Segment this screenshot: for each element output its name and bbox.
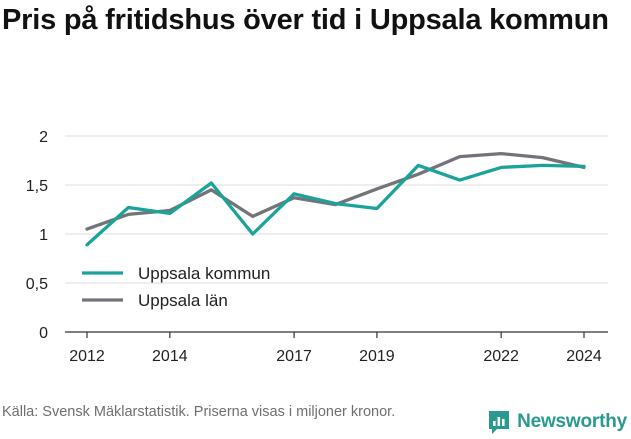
y-tick-label-0: 0 <box>39 325 48 342</box>
newsworthy-logo-icon <box>489 411 510 434</box>
series-line-1 <box>85 151 586 231</box>
source-note: Källa: Svensk Mäklarstatistik. Priserna … <box>2 404 396 420</box>
series-line-0 <box>85 163 586 247</box>
x-tick-label-0: 2012 <box>69 348 105 365</box>
x-tick-label-5: 2024 <box>566 348 602 365</box>
grid-lines <box>65 135 608 284</box>
axes: 0 0,5 1 1,5 2 2012 2014 2017 2019 2022 2024 <box>26 129 608 365</box>
brand-name: Newsworthy <box>517 411 627 432</box>
y-tick-label-2: 1 <box>39 227 48 244</box>
y-tick-label-4: 2 <box>39 129 48 146</box>
legend-label-0: Uppsala kommun <box>138 264 270 283</box>
legend: Uppsala kommun Uppsala län <box>82 264 270 310</box>
x-tick-label-4: 2022 <box>483 348 519 365</box>
x-tick-label-3: 2019 <box>359 348 395 365</box>
y-tick-label-1: 0,5 <box>26 276 48 293</box>
brand-logo[interactable]: Newsworthy <box>487 407 627 437</box>
x-tick-label-1: 2014 <box>152 348 188 365</box>
line-chart: 0 0,5 1 1,5 2 2012 2014 2017 2019 2022 2024 Uppsal… <box>26 129 608 365</box>
chart-title: Pris på fritidshus över tid i Uppsala ko… <box>2 4 609 36</box>
y-tick-label-3: 1,5 <box>26 178 48 195</box>
series-lines <box>85 151 586 247</box>
legend-label-1: Uppsala län <box>138 291 228 310</box>
x-tick-label-2: 2017 <box>276 348 312 365</box>
